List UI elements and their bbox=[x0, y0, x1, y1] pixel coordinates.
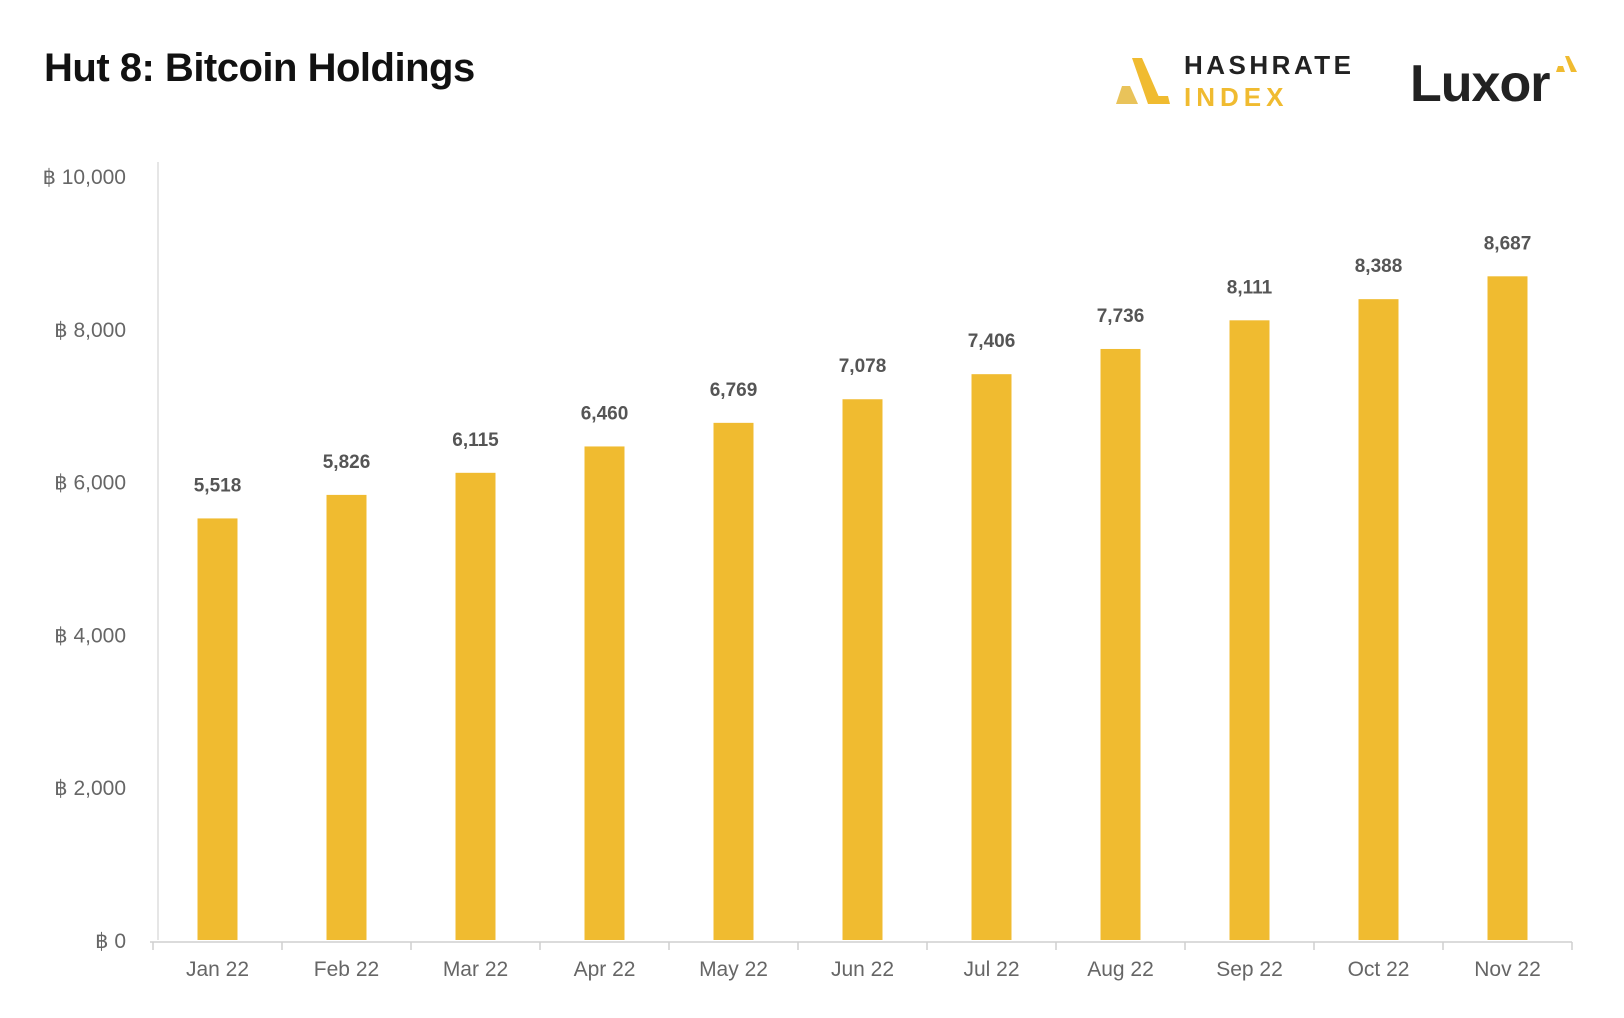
bar bbox=[1229, 320, 1270, 941]
bar bbox=[1487, 276, 1528, 940]
y-tick-label: ฿ 6,000 bbox=[54, 472, 126, 495]
x-tick-label: Jun 22 bbox=[831, 958, 894, 981]
bar-value-label: 7,736 bbox=[1097, 306, 1145, 327]
x-tick-label: Jul 22 bbox=[963, 958, 1019, 981]
bar-value-label: 5,826 bbox=[323, 452, 371, 473]
y-tick-label: ฿ 10,000 bbox=[43, 166, 126, 189]
bar bbox=[326, 494, 367, 940]
x-tick-label: Jan 22 bbox=[186, 958, 249, 981]
luxor-logo-icon bbox=[1556, 56, 1578, 72]
bar bbox=[197, 518, 238, 940]
hashrate-index-logo-icon bbox=[1116, 58, 1170, 104]
x-tick-label: Oct 22 bbox=[1348, 958, 1410, 981]
x-axis: Jan 22 Feb 22 Mar 22 Apr 22 May 22 Jun 22 Jul … bbox=[150, 941, 1573, 981]
y-tick-label: ฿ 4,000 bbox=[54, 624, 126, 647]
data-labels: 5,518 5,826 6,115 6,460 6,769 7,078 7,406 7,736… bbox=[194, 233, 1532, 496]
bar bbox=[971, 374, 1012, 940]
x-tick-label: Feb 22 bbox=[314, 958, 379, 981]
brand-name-line1: HASHRATE bbox=[1184, 50, 1355, 80]
bar-value-label: 6,460 bbox=[581, 403, 629, 424]
y-axis: ฿ 0 ฿ 2,000 ฿ 4,000 ฿ 6,000 ฿ 8,000 ฿ 10,000 bbox=[43, 162, 159, 953]
x-tick-label: Nov 22 bbox=[1474, 958, 1541, 981]
bar-value-label: 8,687 bbox=[1484, 233, 1532, 254]
x-tick-label: May 22 bbox=[699, 958, 768, 981]
bar-value-label: 6,115 bbox=[452, 430, 499, 451]
brand-name-line2: INDEX bbox=[1184, 82, 1289, 112]
bar-value-label: 7,406 bbox=[968, 331, 1016, 352]
hashrate-index-logo: HASHRATE INDEX bbox=[1112, 52, 1355, 110]
bar bbox=[455, 472, 496, 940]
chart-title: Hut 8: Bitcoin Holdings bbox=[44, 46, 475, 90]
bar bbox=[713, 422, 754, 940]
y-tick-label: ฿ 0 bbox=[95, 930, 126, 953]
bar bbox=[584, 446, 625, 940]
bars bbox=[197, 276, 1528, 941]
bar-value-label: 5,518 bbox=[194, 475, 242, 496]
bar bbox=[1100, 348, 1141, 940]
x-tick-label: Aug 22 bbox=[1087, 958, 1154, 981]
x-tick-label: Apr 22 bbox=[574, 958, 636, 981]
bar-value-label: 8,111 bbox=[1227, 277, 1273, 298]
y-tick-label: ฿ 8,000 bbox=[54, 319, 126, 342]
x-tick-label: Mar 22 bbox=[443, 958, 508, 981]
bar bbox=[842, 399, 883, 940]
luxor-logo: Luxor bbox=[1410, 55, 1581, 113]
bar-value-label: 8,388 bbox=[1355, 256, 1403, 277]
bar-value-label: 6,769 bbox=[710, 380, 758, 401]
bar-value-label: 7,078 bbox=[839, 356, 887, 377]
y-tick-label: ฿ 2,000 bbox=[54, 777, 126, 800]
bar bbox=[1358, 299, 1399, 940]
luxor-name: Luxor bbox=[1410, 55, 1550, 113]
x-tick-label: Sep 22 bbox=[1216, 958, 1283, 981]
